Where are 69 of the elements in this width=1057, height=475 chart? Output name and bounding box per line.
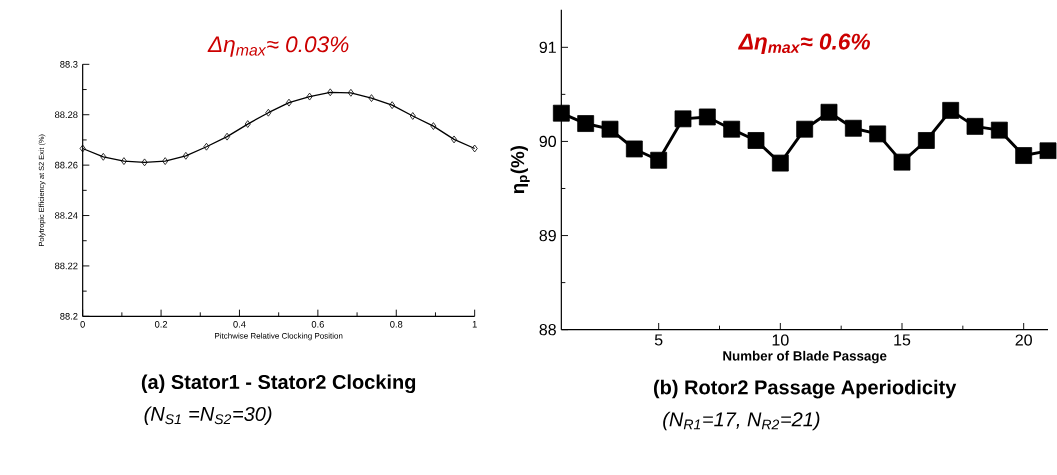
text: Δη$_{max}$≈ 0.03% — [207, 36, 349, 57]
point — [674, 110, 692, 128]
x-tick-label: 0.2 — [154, 321, 168, 328]
text: (N$_{R1}$=17, N$_{R2}$=21) — [663, 411, 820, 431]
x-tick-label: 15 — [894, 334, 911, 346]
point — [182, 151, 189, 160]
point — [601, 120, 619, 138]
point — [451, 135, 458, 144]
x-tick-label: 10 — [772, 334, 789, 346]
point — [650, 151, 668, 169]
point — [747, 132, 765, 149]
point — [409, 112, 416, 120]
point — [285, 98, 292, 107]
x-axis-title: Pitchwise Relative Clocking Position — [215, 332, 343, 341]
point — [347, 88, 354, 97]
point — [368, 94, 375, 102]
x-tick-label: 5 — [654, 334, 663, 346]
point — [796, 120, 814, 138]
point — [1015, 147, 1033, 164]
point — [844, 119, 862, 137]
point — [471, 144, 478, 153]
text: (a) Stator1 - Stator2 Clocking — [141, 374, 416, 394]
point — [389, 101, 396, 110]
text: (b) Rotor2 Passage Aperiodicity — [653, 379, 957, 399]
point — [552, 104, 570, 122]
y-tick-label: 88.2 — [60, 313, 78, 320]
y-tick-label: 88.28 — [55, 111, 78, 119]
point — [100, 152, 107, 161]
point — [990, 121, 1008, 139]
x-axis-title: Number of Blade Passage — [723, 350, 887, 364]
point — [430, 122, 437, 130]
point — [327, 88, 334, 97]
y-tick-label: 90 — [539, 135, 557, 148]
y-tick-label: 91 — [539, 41, 556, 53]
x-tick-label: 1 — [472, 321, 477, 328]
point — [141, 158, 148, 167]
y-tick-label: 88.22 — [55, 262, 78, 270]
y-tick-label: 88 — [539, 324, 556, 336]
x-tick-label: 0.4 — [233, 321, 246, 328]
point — [917, 132, 935, 149]
point — [820, 103, 838, 121]
annotation: Δη$_{max}$≈ 0.6% — [738, 33, 870, 55]
point — [224, 132, 231, 141]
point — [893, 153, 911, 171]
x-tick-label: 0 — [80, 321, 85, 328]
point — [79, 144, 86, 153]
point — [203, 142, 210, 151]
point — [869, 125, 887, 143]
point — [771, 154, 789, 172]
point — [306, 92, 313, 101]
point — [966, 117, 984, 135]
x-tick-label: 0.8 — [390, 321, 403, 328]
point — [577, 115, 595, 132]
y-tick-label: 88.26 — [55, 161, 78, 169]
y-axis-title: η$_{p}$(%) — [510, 146, 530, 194]
point — [942, 101, 960, 119]
x-tick-label: 0.6 — [311, 321, 324, 328]
y-tick-label: 88.3 — [60, 61, 78, 68]
text: (N$_{S1}$ =N$_{S2}$=30) — [144, 406, 272, 426]
point — [120, 157, 127, 165]
y-tick-label: 89 — [539, 229, 556, 242]
point — [244, 120, 251, 128]
x-tick-label: 20 — [1015, 334, 1032, 346]
point — [723, 120, 741, 138]
point — [162, 157, 169, 165]
point — [265, 108, 272, 117]
point — [625, 140, 643, 158]
y-tick-label: 88.24 — [55, 212, 78, 219]
point — [698, 108, 716, 126]
